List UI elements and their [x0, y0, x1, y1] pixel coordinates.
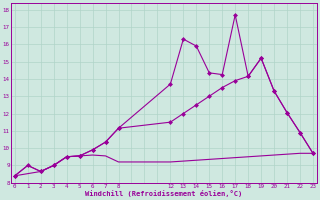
- X-axis label: Windchill (Refroidissement éolien,°C): Windchill (Refroidissement éolien,°C): [85, 190, 243, 197]
